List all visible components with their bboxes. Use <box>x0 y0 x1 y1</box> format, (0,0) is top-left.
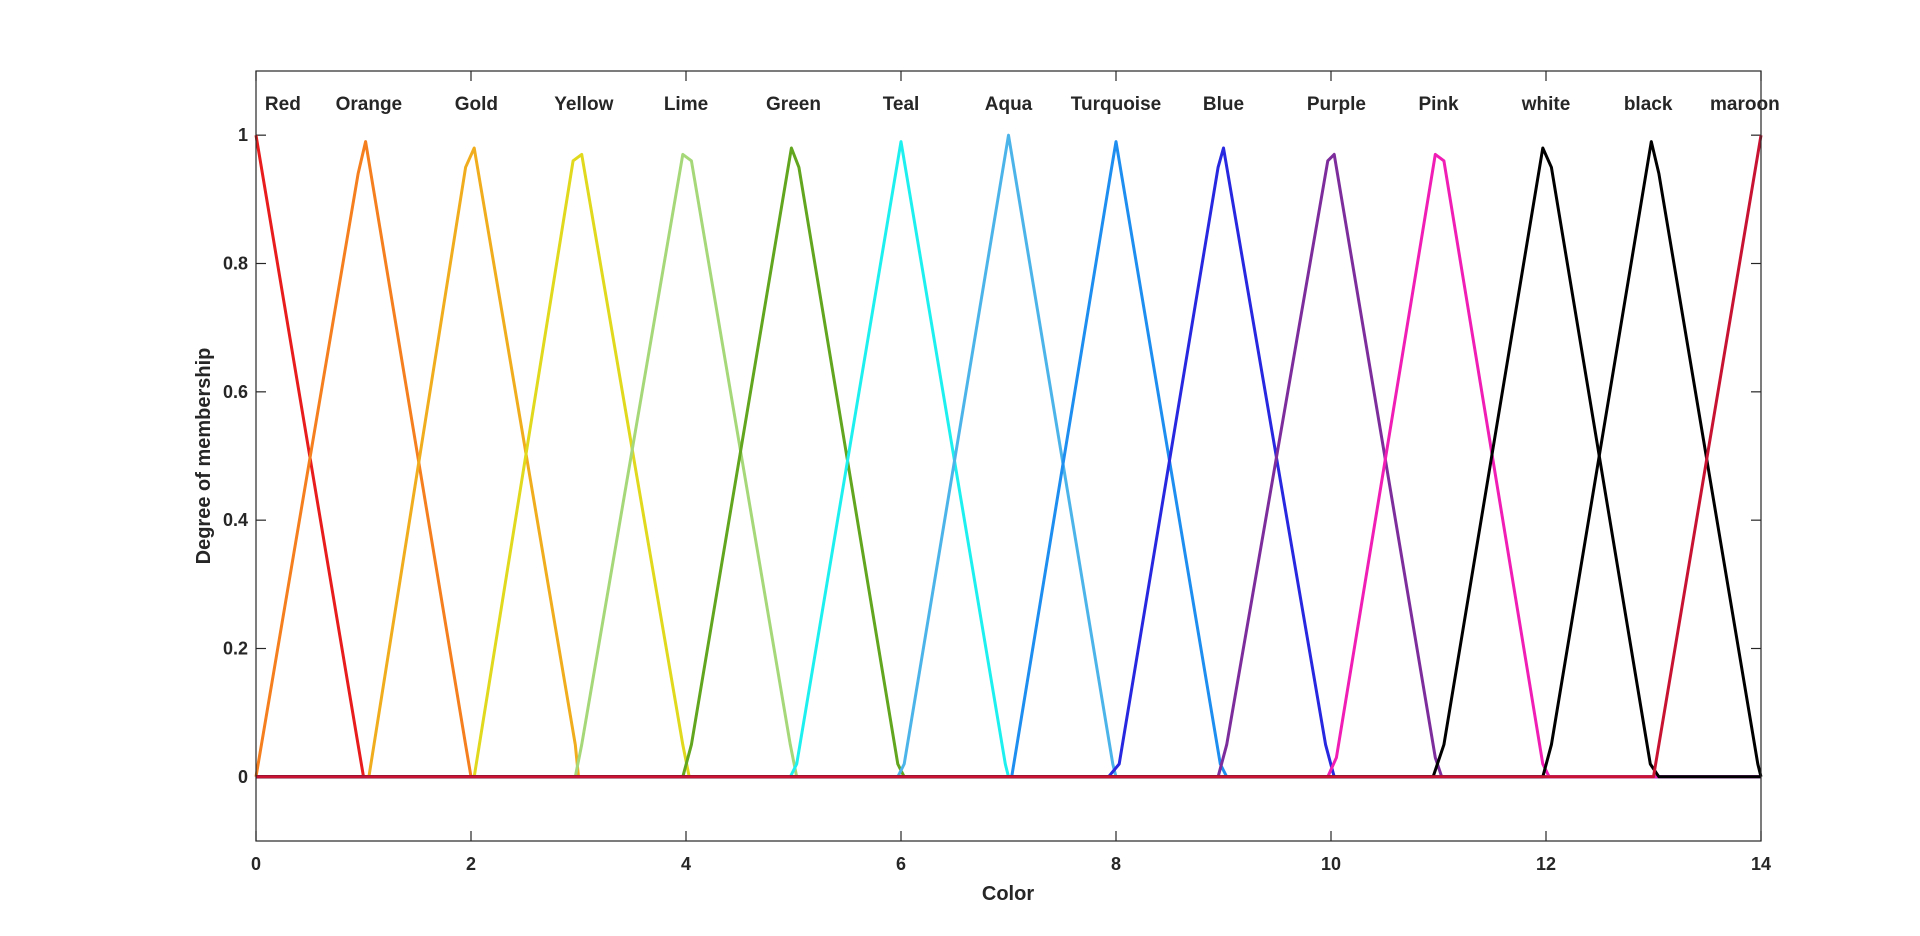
series-label-gold: Gold <box>455 94 498 115</box>
series-label-aqua: Aqua <box>985 94 1033 115</box>
x-axis-title: Color <box>982 883 1034 905</box>
series-label-blue: Blue <box>1203 94 1244 115</box>
series-label-orange: Orange <box>336 94 403 115</box>
x-tick-label: 8 <box>1111 854 1121 874</box>
x-tick-label: 0 <box>251 854 261 874</box>
series-label-pink: Pink <box>1418 94 1459 115</box>
x-tick-label: 10 <box>1321 854 1341 874</box>
x-tick-label: 2 <box>466 854 476 874</box>
series-line-blue <box>256 146 1761 779</box>
series-line-green <box>256 146 1761 779</box>
series-line-maroon <box>256 134 1763 779</box>
series-label-red: Red <box>265 94 301 115</box>
series-label-green: Green <box>766 94 821 115</box>
x-tick-label: 12 <box>1536 854 1556 874</box>
plot-area <box>256 71 1761 841</box>
x-tick-label: 14 <box>1751 854 1771 874</box>
x-tick-label: 6 <box>896 854 906 874</box>
series-label-purple: Purple <box>1307 94 1366 115</box>
series-label-teal: Teal <box>883 94 920 115</box>
tick-labels: 0 2 4 6 8 10 12 14 0 0.2 0.4 0.6 0.8 1 <box>223 125 1771 874</box>
y-tick-label: 0.6 <box>223 382 248 402</box>
y-tick-label: 0.2 <box>223 639 248 659</box>
series-label-black: black <box>1624 94 1673 115</box>
series-lines <box>254 133 1763 779</box>
series-label-white: white <box>1521 94 1571 115</box>
series-line-teal <box>256 140 1761 779</box>
series-label-yellow: Yellow <box>554 94 613 115</box>
y-tick-label: 0.4 <box>223 510 248 530</box>
plot-frame <box>255 70 1762 842</box>
series-line-white <box>256 146 1761 779</box>
y-axis-title: Degree of membership <box>193 348 215 565</box>
series-label-turquoise: Turquoise <box>1071 94 1161 115</box>
series-line-lime <box>256 152 1761 779</box>
series-labels: Red Orange Gold Yellow Lime Green Teal Aqua Turq… <box>265 94 1780 115</box>
y-tick-label: 0 <box>238 767 248 787</box>
series-line-pink <box>256 152 1761 779</box>
y-tick-label: 0.8 <box>223 254 248 274</box>
y-tick-label: 1 <box>238 125 248 145</box>
x-tick-label: 4 <box>681 854 691 874</box>
series-label-maroon: maroon <box>1710 94 1780 115</box>
series-line-purple <box>256 152 1761 779</box>
series-label-lime: Lime <box>664 94 708 115</box>
